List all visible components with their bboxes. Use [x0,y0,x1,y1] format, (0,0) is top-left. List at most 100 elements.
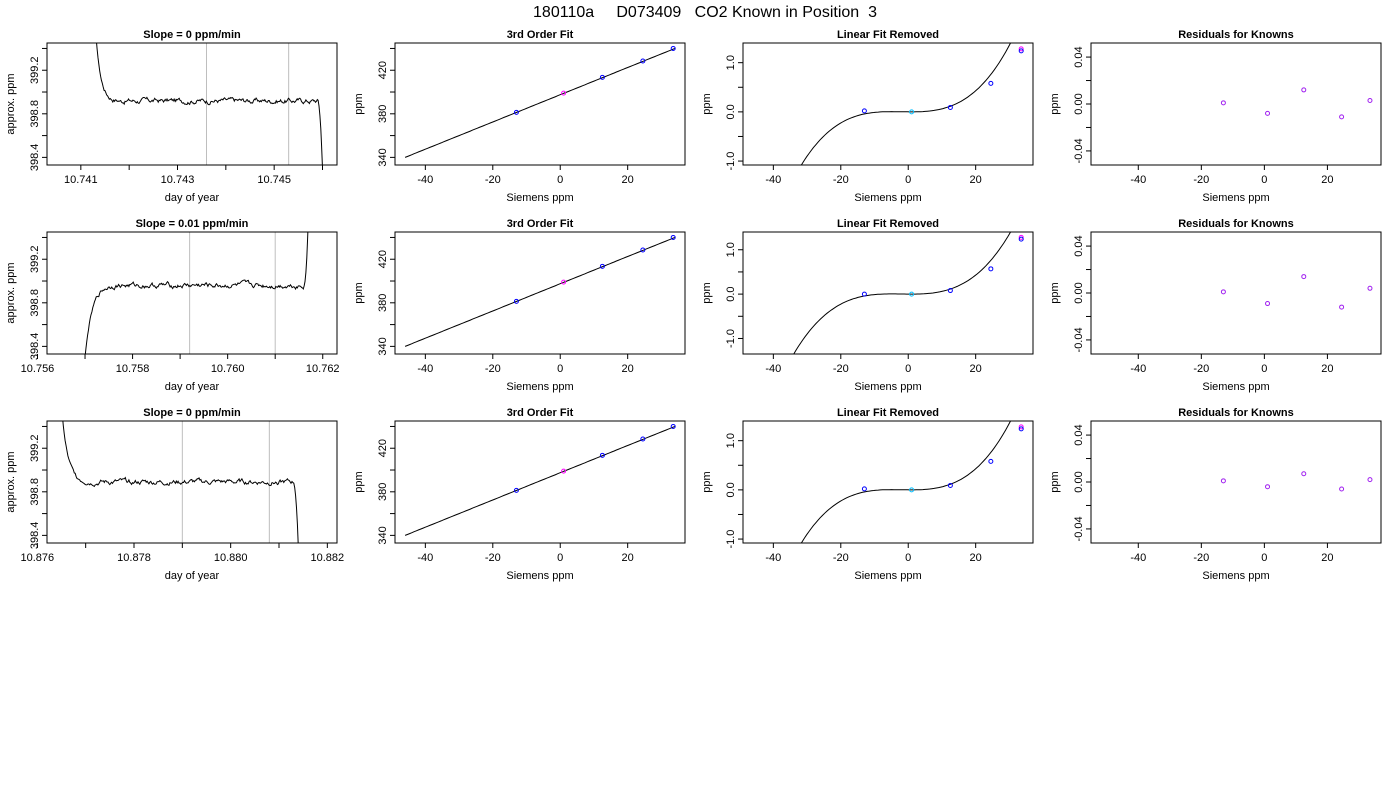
x-tick-label: 20 [970,174,982,186]
y-axis-label: ppm [1049,282,1061,303]
x-tick-label: -40 [417,552,433,564]
x-tick-label: 0 [1261,174,1267,186]
y-tick-label: -0.04 [1073,138,1085,163]
x-tick-label: 10.880 [214,552,248,564]
data-point [1339,114,1345,120]
panel-title: Slope = 0 ppm/min [143,29,241,41]
x-tick-label: 10.756 [21,363,55,375]
data-point [1367,97,1373,103]
plot-frame [742,42,1034,166]
data-point [988,80,994,86]
y-tick-label: 340 [377,526,389,544]
panel-title: Linear Fit Removed [837,218,939,230]
plot-frame [742,231,1034,355]
y-tick-label: 398.4 [29,333,41,361]
y-axis-label: ppm [701,282,713,303]
x-axis-label: day of year [165,381,220,393]
x-tick-label: -20 [485,552,501,564]
fit-curve [800,43,1012,165]
y-tick-label: 420 [377,439,389,457]
y-tick-label: 398.8 [29,100,41,128]
data-point [561,279,567,285]
data-point [1265,110,1271,116]
x-axis-label: Siemens ppm [1202,192,1269,204]
data-point [1367,477,1373,483]
plot-frame [394,420,686,544]
x-axis-label: Siemens ppm [854,192,921,204]
fit-curve [404,425,676,536]
x-tick-label: -20 [1193,363,1209,375]
x-tick-label: -40 [1130,363,1146,375]
y-tick-label: -0.04 [1073,516,1085,541]
panel-r1-c0: Slope = 0.01 ppm/min day of year approx. p… [5,218,340,393]
x-tick-label: 0 [1261,552,1267,564]
y-tick-label: -0.04 [1073,327,1085,352]
x-tick-label: 20 [622,174,634,186]
plot-area [800,421,1024,543]
data-point [1220,289,1226,295]
data-point [947,104,953,110]
y-tick-label: 340 [377,148,389,166]
y-tick-label: -1.0 [725,152,737,171]
y-axis-label: ppm [1049,93,1061,114]
y-tick-label: 0.0 [725,104,737,119]
data-point [670,234,676,240]
data-point [861,486,867,492]
x-tick-label: -40 [765,552,781,564]
co2-trace [96,43,323,165]
data-point [861,291,867,297]
y-tick-label: -1.0 [725,329,737,348]
x-tick-label: 20 [622,552,634,564]
x-tick-label: -40 [417,174,433,186]
x-tick-label: -40 [1130,552,1146,564]
y-axis-label: ppm [353,93,365,114]
plot-area [404,423,676,536]
plot-area [96,43,323,165]
y-axis-label: ppm [353,282,365,303]
y-tick-label: 0.00 [1073,282,1085,303]
panel-r2-c2: Linear Fit Removed Siemens ppm ppm -40 -20 0 2… [701,407,1034,582]
y-tick-label: 380 [377,105,389,123]
fit-curve [404,47,676,158]
y-tick-label: 399.2 [29,434,41,462]
data-point [861,108,867,114]
data-point [1018,48,1024,54]
x-tick-label: 10.760 [211,363,245,375]
x-tick-label: 0 [905,174,911,186]
data-point [1339,486,1345,492]
panel-r2-c1: 3rd Order Fit Siemens ppm ppm -40 -20 0 20 340 3… [353,407,686,582]
plot-frame [46,231,338,355]
x-tick-label: 0 [557,552,563,564]
panel-title: 3rd Order Fit [507,29,574,41]
x-tick-label: -40 [1130,174,1146,186]
y-tick-label: 398.8 [29,478,41,506]
data-point [1018,236,1024,242]
y-tick-label: 398.4 [29,144,41,172]
y-tick-label: 398.8 [29,289,41,317]
y-axis-label: approx. ppm [5,451,17,512]
panel-title: Linear Fit Removed [837,407,939,419]
data-point [1018,426,1024,432]
y-tick-label: 380 [377,294,389,312]
x-axis-label: Siemens ppm [506,381,573,393]
y-tick-label: 1.0 [725,242,737,257]
x-tick-label: 0 [557,363,563,375]
y-tick-label: 340 [377,337,389,355]
data-point [1018,424,1024,430]
panel-title: Slope = 0.01 ppm/min [136,218,249,230]
plot-area [84,232,309,354]
y-tick-label: 0.00 [1073,93,1085,114]
y-axis-label: ppm [701,471,713,492]
data-point [1339,304,1345,310]
plot-area [404,234,676,347]
y-tick-label: 399.2 [29,56,41,84]
x-tick-label: 10.762 [306,363,340,375]
fit-curve [793,232,1012,354]
panel-title: Slope = 0 ppm/min [143,407,241,419]
plot-frame [46,42,338,166]
data-point [513,298,519,304]
panel-r0-c1: 3rd Order Fit Siemens ppm ppm -40 -20 0 20 340 3… [353,29,686,204]
y-tick-label: 1.0 [725,433,737,448]
y-tick-label: 0.0 [725,286,737,301]
